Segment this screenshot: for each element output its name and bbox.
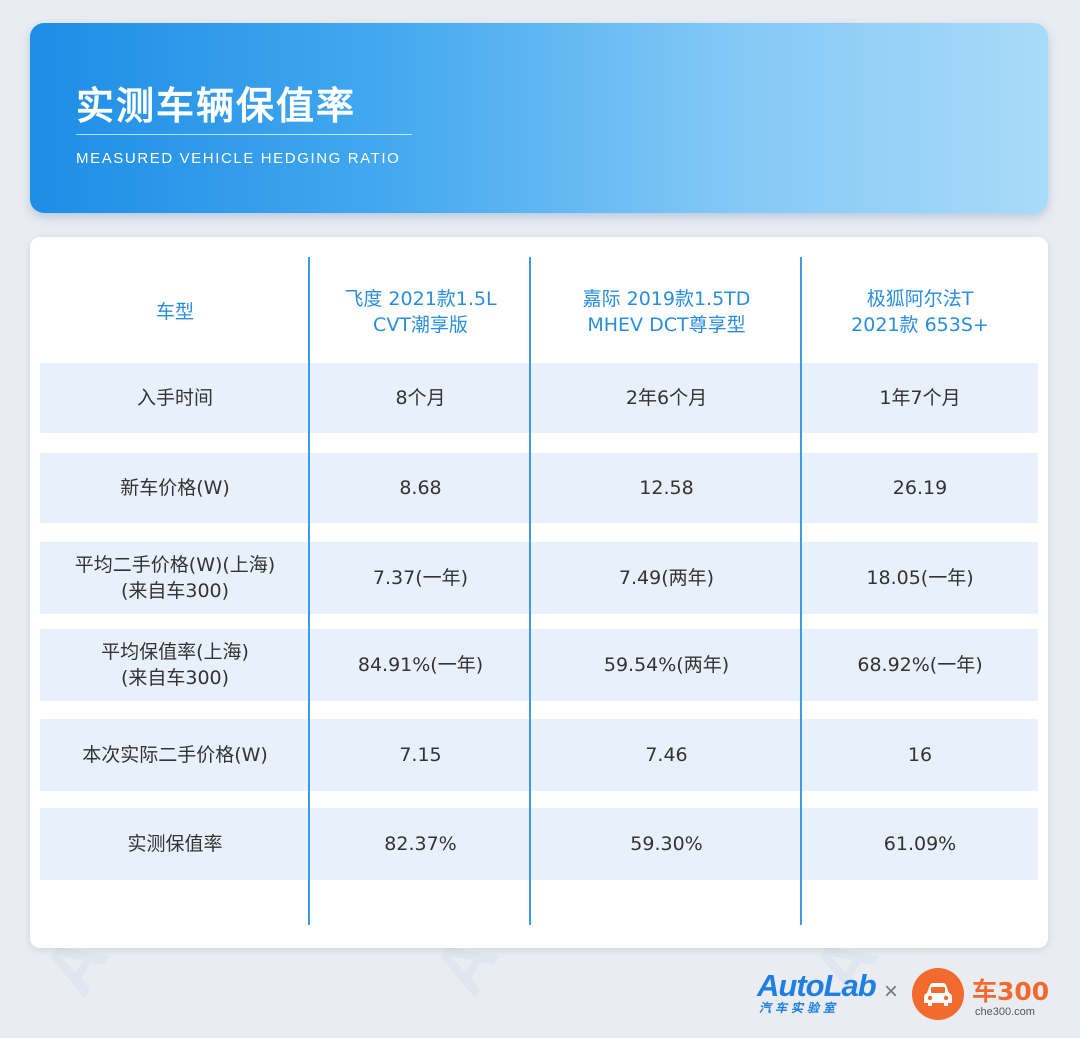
che300-logo-name: 车300	[972, 977, 1050, 1006]
column-divider	[529, 257, 531, 925]
table-cell: 7.37(一年)	[372, 567, 469, 589]
column-header-fit: 飞度 2021款1.5L CVT潮享版	[344, 288, 497, 336]
table-cell: 12.58	[639, 477, 694, 499]
car-icon	[912, 968, 964, 1020]
table-cell: 1年7个月	[879, 387, 961, 409]
table-cell: 7.15	[399, 744, 442, 766]
page-subtitle: MEASURED VEHICLE HEDGING RATIO	[76, 150, 401, 167]
table-cell: 59.30%	[630, 833, 703, 855]
column-divider	[800, 257, 802, 925]
comparison-table: 车型 飞度 2021款1.5L CVT潮享版 嘉际 2019款1.5TD MHE…	[30, 237, 1048, 948]
autolab-logo-name: AutoLab	[757, 968, 877, 1003]
title-divider	[76, 134, 412, 135]
row-label: 本次实际二手价格(W)	[82, 744, 268, 766]
che300-logo: 车300 che300.com	[972, 978, 1049, 1019]
table-cell: 8个月	[395, 387, 446, 409]
logo-separator: ×	[884, 978, 899, 1005]
table-row: 本次实际二手价格(W) 7.15 7.46 16	[40, 719, 1038, 791]
table-cell: 82.37%	[384, 833, 457, 855]
table-cell: 7.46	[645, 744, 688, 766]
table-row: 入手时间 8个月 2年6个月 1年7个月	[40, 363, 1038, 433]
autolab-logo: AutoLab 汽车实验室	[757, 968, 877, 1015]
autolab-logo-cn: 汽车实验室	[759, 1001, 840, 1015]
table-cell: 8.68	[399, 477, 442, 499]
table-cell: 61.09%	[883, 833, 957, 855]
row-label: 平均二手价格(W)(上海) (来自车300)	[74, 554, 276, 602]
column-header-model: 车型	[155, 301, 194, 323]
table-cell: 59.54%(两年)	[603, 654, 730, 676]
page-title: 实测车辆保值率	[76, 84, 357, 128]
row-label: 新车价格(W)	[120, 477, 230, 499]
table-cell: 18.05(一年)	[866, 567, 974, 589]
table-cell: 16	[907, 744, 933, 766]
table-cell: 2年6个月	[625, 387, 708, 409]
row-label: 实测保值率	[127, 833, 223, 855]
table-cell: 7.49(两年)	[618, 567, 715, 589]
table-row: 新车价格(W) 8.68 12.58 26.19	[40, 453, 1038, 523]
row-label: 平均保值率(上海) (来自车300)	[101, 641, 249, 689]
column-header-jiaji: 嘉际 2019款1.5TD MHEV DCT尊享型	[582, 288, 751, 336]
column-header-arcfox: 极狐阿尔法T 2021款 653S+	[851, 288, 989, 336]
table-row: 平均二手价格(W)(上海) (来自车300) 7.37(一年) 7.49(两年)…	[40, 542, 1038, 614]
table-row: 平均保值率(上海) (来自车300) 84.91%(一年) 59.54%(两年)…	[40, 629, 1038, 701]
table-cell: 84.91%(一年)	[357, 654, 484, 676]
column-divider	[308, 257, 310, 925]
table-row: 实测保值率 82.37% 59.30% 61.09%	[40, 808, 1038, 880]
table-header-row: 车型 飞度 2021款1.5L CVT潮享版 嘉际 2019款1.5TD MHE…	[40, 257, 1038, 367]
table-cell: 26.19	[892, 477, 948, 499]
table-cell: 68.92%(一年)	[857, 654, 983, 676]
che300-logo-url: che300.com	[975, 1006, 1035, 1018]
row-label: 入手时间	[136, 387, 213, 409]
header-banner: 实测车辆保值率 MEASURED VEHICLE HEDGING RATIO	[30, 23, 1048, 213]
